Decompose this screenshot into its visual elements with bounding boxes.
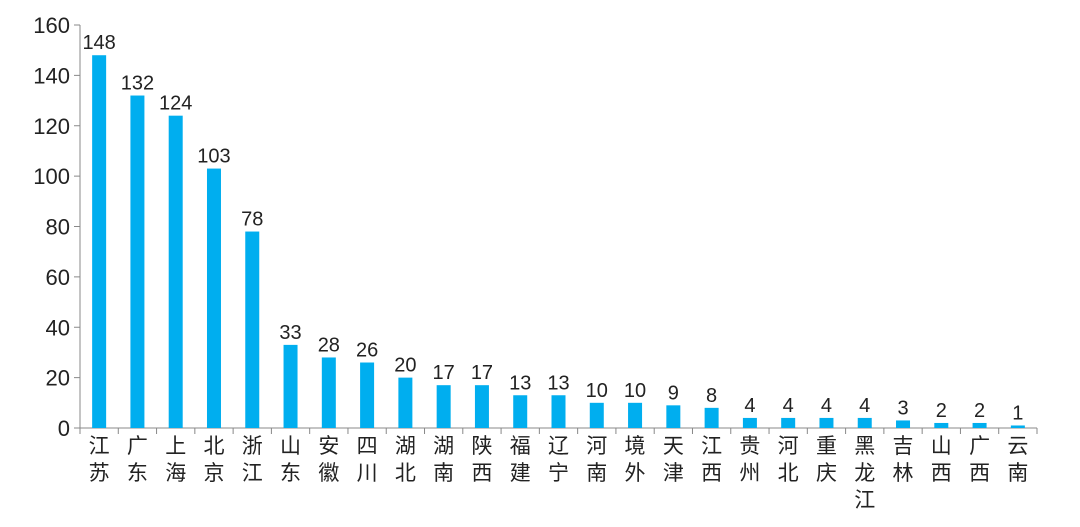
category-label: 北京 — [203, 434, 224, 485]
data-label: 20 — [394, 355, 416, 377]
data-label: 1 — [1012, 402, 1023, 424]
bar — [92, 55, 107, 428]
bar — [781, 417, 796, 428]
bar — [130, 95, 145, 429]
data-label: 33 — [279, 322, 301, 344]
y-tick-label: 160 — [33, 13, 70, 38]
y-tick-label: 120 — [33, 114, 70, 139]
data-label: 103 — [197, 146, 230, 168]
category-label: 辽宁 — [548, 434, 569, 485]
data-label: 4 — [744, 395, 755, 417]
data-label: 4 — [859, 395, 870, 417]
category-label: 山西 — [931, 434, 952, 485]
bar — [666, 405, 681, 428]
bar — [398, 377, 413, 428]
y-axis: 0 20 40 60 80 100 120 140 160 — [33, 13, 81, 441]
data-label: 10 — [586, 380, 608, 402]
y-tick-label: 0 — [58, 416, 70, 441]
bar — [628, 402, 643, 428]
data-label: 4 — [821, 395, 832, 417]
bar — [589, 402, 604, 428]
category-label: 河北 — [778, 434, 799, 485]
y-tick-label: 140 — [33, 63, 70, 88]
category-label: 安徽 — [318, 434, 339, 485]
category-label: 湖南 — [433, 434, 454, 485]
category-label: 黑龙江 — [854, 434, 875, 512]
y-tick-label: 60 — [46, 265, 70, 290]
category-labels: 江苏广东上海北京浙江山东安徽四川湖北湖南陕西福建辽宁河南境外天津江西贵州河北重庆… — [89, 434, 1029, 512]
category-label: 湖北 — [395, 434, 416, 485]
category-label: 天津 — [663, 434, 684, 485]
data-label: 4 — [783, 395, 794, 417]
bar — [436, 385, 451, 428]
category-label: 陕西 — [471, 434, 492, 485]
data-label: 28 — [318, 334, 340, 356]
bar — [283, 344, 298, 428]
bar — [1010, 425, 1025, 428]
bar — [551, 395, 566, 428]
data-label: 13 — [509, 372, 531, 394]
category-label: 江苏 — [89, 434, 110, 485]
bar — [206, 168, 221, 428]
category-label: 四川 — [357, 434, 378, 485]
category-label: 境外 — [625, 434, 646, 485]
bar — [168, 115, 183, 429]
bar — [704, 407, 719, 428]
category-label: 浙江 — [242, 434, 263, 485]
bar — [513, 395, 528, 428]
category-label: 江西 — [701, 434, 722, 485]
bar — [896, 420, 911, 428]
data-label: 17 — [471, 362, 493, 384]
data-label: 132 — [121, 73, 154, 95]
category-label: 上海 — [165, 434, 186, 485]
bar — [360, 362, 375, 428]
data-label: 10 — [624, 380, 646, 402]
data-label: 9 — [668, 382, 679, 404]
category-label: 云南 — [1007, 434, 1028, 485]
data-label: 13 — [547, 372, 569, 394]
data-label: 78 — [241, 209, 263, 231]
data-label: 2 — [974, 400, 985, 422]
y-tick-label: 40 — [46, 315, 70, 340]
category-label: 山东 — [280, 434, 301, 485]
data-label: 2 — [936, 400, 947, 422]
category-label: 贵州 — [739, 434, 760, 485]
category-label: 广西 — [969, 434, 990, 485]
bar — [474, 385, 489, 428]
data-label: 3 — [897, 397, 908, 419]
y-tick-label: 100 — [33, 164, 70, 189]
bar — [934, 422, 949, 428]
bars — [92, 55, 1025, 429]
data-label: 124 — [159, 93, 192, 115]
y-tick-label: 20 — [46, 366, 70, 391]
data-label: 148 — [82, 32, 115, 54]
category-label: 重庆 — [816, 434, 837, 485]
data-label: 8 — [706, 385, 717, 407]
data-label: 26 — [356, 340, 378, 362]
category-label: 河南 — [586, 434, 607, 485]
bar — [972, 422, 987, 428]
bar — [819, 417, 834, 428]
category-label: 福建 — [510, 434, 531, 485]
bar — [321, 357, 336, 428]
bar — [245, 231, 260, 428]
category-label: 吉林 — [893, 434, 914, 485]
category-label: 广东 — [127, 434, 148, 485]
bar — [742, 417, 757, 428]
bar — [857, 417, 872, 428]
data-label: 17 — [433, 362, 455, 384]
y-tick-label: 80 — [46, 215, 70, 240]
